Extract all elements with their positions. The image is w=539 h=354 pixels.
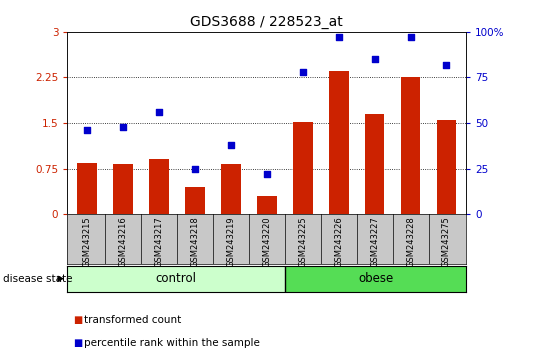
Point (191, 166, 199, 171)
Bar (437, 120, 457, 214)
Bar (221, 164, 241, 214)
Point (155, 109, 163, 115)
Text: GSM243275: GSM243275 (442, 216, 451, 267)
Bar (400, 78, 420, 214)
Bar (365, 114, 384, 214)
Text: disease state: disease state (3, 274, 72, 284)
Text: GSM243219: GSM243219 (226, 216, 236, 267)
Bar (329, 72, 349, 214)
Point (226, 142, 235, 148)
Point (370, 56, 379, 62)
Bar (77, 162, 97, 214)
Text: control: control (156, 272, 197, 285)
Bar (67, 266, 285, 292)
Text: transformed count: transformed count (84, 315, 181, 325)
Bar (285, 266, 466, 292)
Text: GSM243228: GSM243228 (406, 216, 415, 267)
Text: GSM243215: GSM243215 (82, 216, 92, 267)
Bar (257, 196, 277, 214)
Point (442, 62, 451, 68)
Bar (185, 187, 205, 214)
Point (299, 69, 307, 75)
Bar (113, 164, 133, 214)
Text: obese: obese (358, 272, 393, 285)
Text: ■: ■ (73, 338, 82, 348)
Title: GDS3688 / 228523_at: GDS3688 / 228523_at (190, 16, 343, 29)
Point (83, 127, 92, 133)
Point (334, 34, 343, 40)
Text: GSM243227: GSM243227 (370, 216, 379, 267)
Text: GSM243218: GSM243218 (190, 216, 199, 267)
Text: GSM243220: GSM243220 (262, 216, 271, 267)
Text: GSM243216: GSM243216 (119, 216, 128, 267)
Text: GSM243225: GSM243225 (298, 216, 307, 267)
Point (406, 34, 415, 40)
Text: percentile rank within the sample: percentile rank within the sample (84, 338, 259, 348)
Bar (149, 159, 169, 214)
Point (262, 171, 271, 177)
Text: ■: ■ (73, 315, 82, 325)
Text: GSM243217: GSM243217 (155, 216, 163, 267)
Point (119, 124, 127, 130)
Bar (293, 122, 313, 214)
Text: GSM243226: GSM243226 (334, 216, 343, 267)
